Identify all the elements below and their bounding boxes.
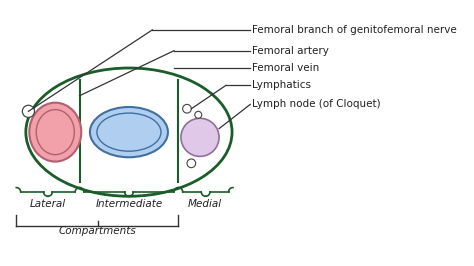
- Circle shape: [22, 105, 35, 117]
- Text: Lateral: Lateral: [29, 199, 65, 209]
- Text: Femoral branch of genitofemoral nerve: Femoral branch of genitofemoral nerve: [252, 25, 457, 35]
- Ellipse shape: [36, 110, 74, 155]
- Text: Femoral artery: Femoral artery: [252, 46, 329, 56]
- Circle shape: [181, 118, 219, 156]
- Ellipse shape: [90, 107, 168, 157]
- Ellipse shape: [97, 113, 161, 151]
- Text: Lymphatics: Lymphatics: [252, 80, 311, 90]
- Text: Intermediate: Intermediate: [95, 199, 163, 209]
- Circle shape: [195, 111, 202, 118]
- Ellipse shape: [29, 103, 81, 161]
- Circle shape: [187, 159, 196, 168]
- Text: Medial: Medial: [188, 199, 222, 209]
- Text: Compartments: Compartments: [59, 226, 137, 236]
- Text: Lymph node (of Cloquet): Lymph node (of Cloquet): [252, 99, 381, 109]
- Circle shape: [182, 105, 191, 113]
- Text: Femoral vein: Femoral vein: [252, 63, 319, 73]
- Ellipse shape: [26, 68, 232, 196]
